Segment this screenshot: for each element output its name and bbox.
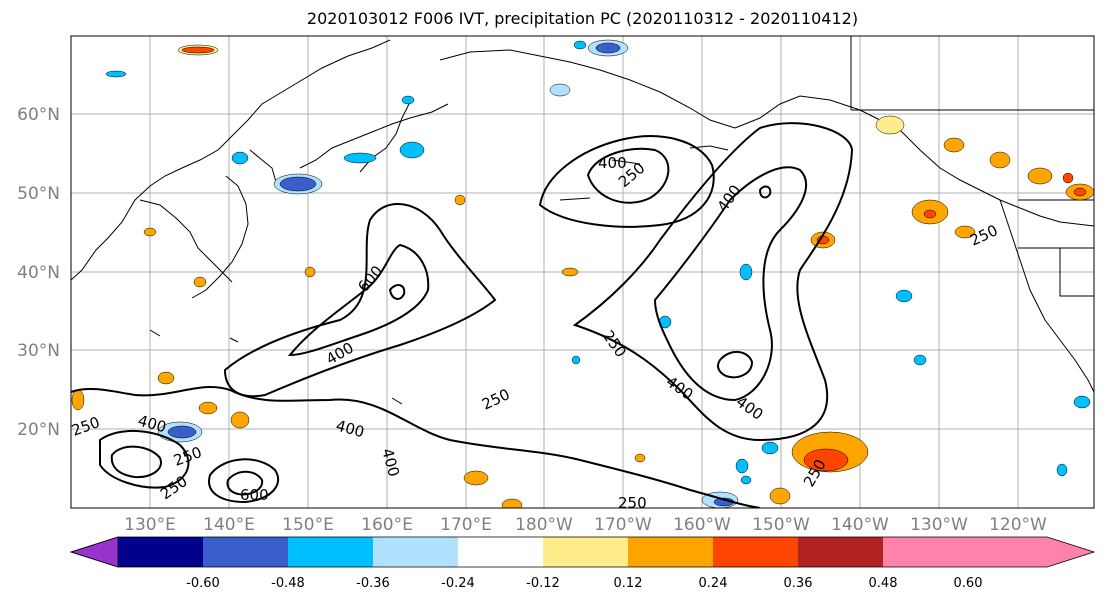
latitude-labels: 60°N 50°N 40°N 30°N 20°N [17, 105, 60, 440]
colorbar-segment [203, 537, 288, 567]
lat-label-50n: 50°N [17, 184, 60, 204]
colorbar-tick: -0.12 [526, 576, 560, 591]
lon-label: 170°E [440, 515, 492, 535]
colorbar-left-extension [69, 536, 119, 568]
colorbar-segment [458, 537, 543, 567]
coastlines [71, 36, 1094, 405]
lon-label: 180°W [515, 515, 573, 535]
colorbar-segment [288, 537, 373, 567]
colorbar-tick: 0.60 [954, 576, 983, 591]
colorbar-tick: 0.36 [784, 576, 813, 591]
colorbar-right-extension [883, 537, 1094, 567]
colorbar-tick-labels: -0.60 -0.48 -0.36 -0.24 -0.12 0.12 0.24 … [186, 576, 982, 591]
colorbar-outline [69, 536, 1096, 568]
lon-label: 130°E [124, 515, 176, 535]
lat-label-60n: 60°N [17, 105, 60, 125]
colorbar-segment [373, 537, 458, 567]
lat-label-30n: 30°N [17, 341, 60, 361]
colorbar-tick: 0.12 [614, 576, 643, 591]
lon-label: 120°W [989, 515, 1047, 535]
lon-label: 140°W [831, 515, 889, 535]
colorbar-segment [798, 537, 883, 567]
colorbar-segment [543, 537, 628, 567]
contour-label: 250 [618, 494, 647, 512]
colorbar-tick: 0.48 [869, 576, 898, 591]
lon-label: 150°W [752, 515, 810, 535]
longitude-labels: 130°E 140°E 150°E 160°E 170°E 180°W 170°… [124, 515, 1047, 535]
map-frame [70, 35, 1095, 509]
colorbar: -0.60 -0.48 -0.36 -0.24 -0.12 0.12 0.24 … [69, 536, 1096, 591]
lat-label-40n: 40°N [17, 263, 60, 283]
colorbar-tick: 0.24 [699, 576, 728, 591]
lon-label: 150°E [282, 515, 334, 535]
colorbar-tick: -0.36 [356, 576, 390, 591]
precip-negative [105, 39, 1091, 508]
contour-label: 400 [598, 154, 627, 172]
colorbar-tick: -0.24 [441, 576, 475, 591]
colorbar-tick: -0.60 [186, 576, 220, 591]
ivt-contours [71, 122, 854, 508]
lat-label-20n: 20°N [17, 420, 60, 440]
colorbar-tick: -0.48 [271, 576, 305, 591]
colorbar-segment [628, 537, 713, 567]
colorbar-segment [713, 537, 798, 567]
lon-label: 130°W [910, 515, 968, 535]
contour-label: 600 [240, 486, 269, 504]
lon-label: 170°W [594, 515, 652, 535]
map-title: 2020103012 F006 IVT, precipitation PC (2… [306, 9, 859, 28]
colorbar-segment [118, 537, 203, 567]
gridlines [71, 36, 1094, 508]
lon-label: 140°E [203, 515, 255, 535]
lon-label: 160°E [361, 515, 413, 535]
lon-label: 160°W [673, 515, 731, 535]
